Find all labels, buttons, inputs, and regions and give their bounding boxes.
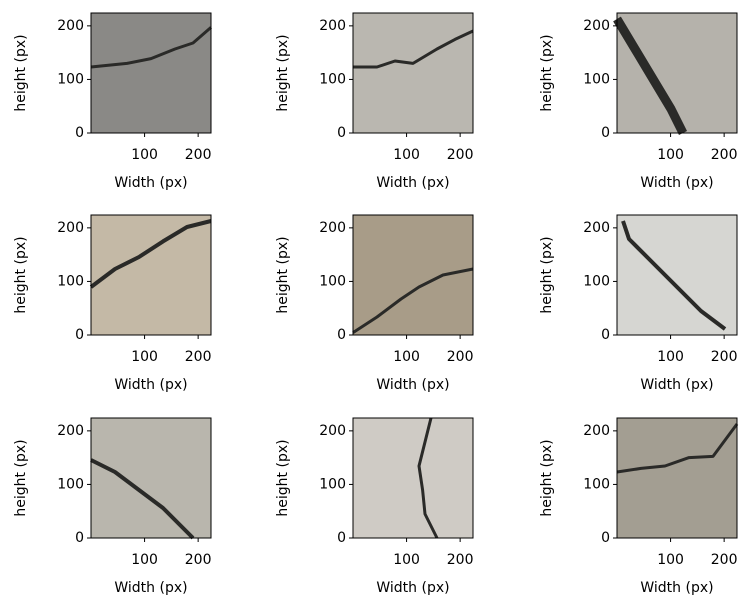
image-panel (91, 215, 211, 335)
image-panel (91, 13, 211, 133)
image (91, 13, 211, 133)
y-axis-label: height (px) (539, 236, 555, 313)
image (617, 418, 737, 538)
y-axis-label: height (px) (275, 34, 291, 111)
image (353, 418, 473, 538)
image-panel (617, 13, 737, 133)
y-tick-label: 200 (319, 423, 346, 439)
y-tick-label: 0 (75, 327, 84, 343)
y-axis-label: height (px) (275, 439, 291, 516)
y-tick-label: 200 (319, 220, 346, 236)
x-tick-label: 200 (447, 349, 474, 365)
y-tick-label: 0 (337, 125, 346, 141)
x-axis-label: Width (px) (376, 377, 449, 393)
x-tick-label: 200 (447, 147, 474, 163)
y-axis-label: height (px) (13, 439, 29, 516)
y-tick-label: 0 (601, 327, 610, 343)
x-axis-label: Width (px) (640, 580, 713, 596)
y-axis-label: height (px) (275, 236, 291, 313)
x-axis-label: Width (px) (376, 580, 449, 596)
image (353, 215, 473, 335)
y-tick-label: 200 (57, 18, 84, 34)
y-tick-label: 0 (75, 530, 84, 546)
y-tick-label: 0 (337, 327, 346, 343)
x-tick-label: 200 (185, 552, 212, 568)
x-tick-label: 100 (131, 147, 158, 163)
x-tick-label: 200 (711, 552, 738, 568)
image-panel (617, 215, 737, 335)
x-tick-label: 200 (447, 552, 474, 568)
x-axis-label: Width (px) (114, 377, 187, 393)
y-tick-label: 0 (601, 125, 610, 141)
image-panel (91, 418, 211, 538)
y-axis-label: height (px) (539, 439, 555, 516)
x-axis-label: Width (px) (640, 175, 713, 191)
y-tick-label: 100 (583, 476, 610, 492)
y-tick-label: 0 (601, 530, 610, 546)
image-panel (617, 418, 737, 538)
x-tick-label: 200 (711, 349, 738, 365)
x-axis-label: Width (px) (114, 580, 187, 596)
image-panel (353, 215, 473, 335)
x-tick-label: 200 (185, 147, 212, 163)
y-tick-label: 200 (319, 18, 346, 34)
x-tick-label: 100 (393, 147, 420, 163)
x-axis-label: Width (px) (376, 175, 449, 191)
y-axis-label: height (px) (13, 34, 29, 111)
image (91, 418, 211, 538)
y-tick-label: 200 (57, 423, 84, 439)
x-tick-label: 200 (185, 349, 212, 365)
image-panel (353, 13, 473, 133)
y-tick-label: 100 (57, 273, 84, 289)
x-tick-label: 200 (711, 147, 738, 163)
y-tick-label: 100 (583, 273, 610, 289)
y-tick-label: 200 (583, 423, 610, 439)
y-tick-label: 200 (57, 220, 84, 236)
y-tick-label: 100 (319, 476, 346, 492)
image (353, 13, 473, 133)
image-panel (353, 418, 473, 538)
image (617, 215, 737, 335)
y-tick-label: 0 (337, 530, 346, 546)
x-axis-label: Width (px) (640, 377, 713, 393)
x-tick-label: 100 (657, 552, 684, 568)
y-tick-label: 100 (319, 273, 346, 289)
y-tick-label: 200 (583, 220, 610, 236)
y-tick-label: 100 (319, 71, 346, 87)
x-tick-label: 100 (131, 349, 158, 365)
x-tick-label: 100 (131, 552, 158, 568)
y-tick-label: 100 (583, 71, 610, 87)
x-axis-label: Width (px) (114, 175, 187, 191)
x-tick-label: 100 (657, 147, 684, 163)
y-tick-label: 100 (57, 71, 84, 87)
figure: 100 200 0 100 200 Width (px) height (px) 100 200… (0, 0, 742, 596)
y-tick-label: 100 (57, 476, 84, 492)
y-tick-label: 0 (75, 125, 84, 141)
y-axis-label: height (px) (13, 236, 29, 313)
y-tick-label: 200 (583, 18, 610, 34)
x-tick-label: 100 (657, 349, 684, 365)
x-tick-label: 100 (393, 349, 420, 365)
y-axis-label: height (px) (539, 34, 555, 111)
x-tick-label: 100 (393, 552, 420, 568)
